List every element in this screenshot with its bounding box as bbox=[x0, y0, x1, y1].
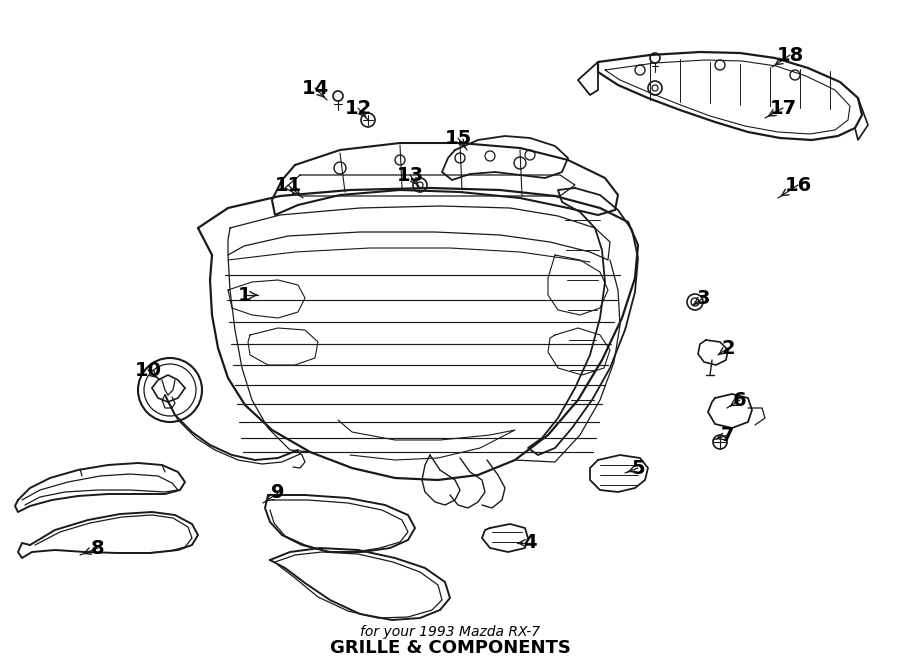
Text: 7: 7 bbox=[721, 426, 734, 444]
Text: 18: 18 bbox=[777, 46, 804, 64]
Text: 12: 12 bbox=[345, 99, 372, 117]
Text: 13: 13 bbox=[396, 166, 424, 185]
Text: 2: 2 bbox=[721, 338, 734, 357]
Text: 16: 16 bbox=[785, 175, 812, 195]
Text: 1: 1 bbox=[238, 285, 252, 305]
Text: 11: 11 bbox=[274, 175, 302, 195]
Text: 5: 5 bbox=[631, 459, 644, 477]
Text: 15: 15 bbox=[445, 128, 472, 148]
Text: 10: 10 bbox=[134, 361, 161, 379]
Text: 17: 17 bbox=[770, 99, 796, 117]
Text: 8: 8 bbox=[91, 538, 104, 557]
Text: 3: 3 bbox=[697, 289, 710, 308]
Text: 4: 4 bbox=[523, 534, 536, 553]
Text: for your 1993 Mazda RX-7: for your 1993 Mazda RX-7 bbox=[360, 625, 540, 639]
Text: 14: 14 bbox=[302, 79, 328, 97]
Text: 9: 9 bbox=[271, 483, 284, 502]
Text: GRILLE & COMPONENTS: GRILLE & COMPONENTS bbox=[329, 639, 571, 657]
Text: 6: 6 bbox=[734, 391, 747, 410]
